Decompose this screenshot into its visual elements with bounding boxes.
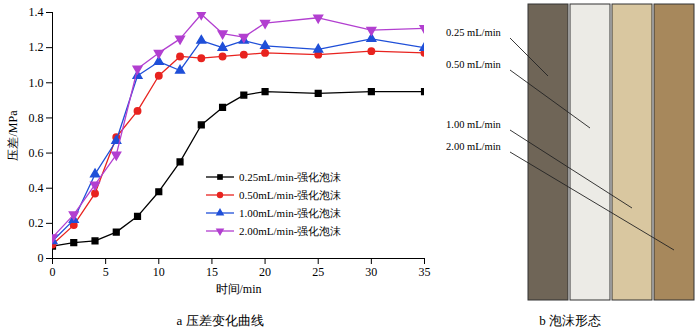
svg-text:30: 30	[365, 265, 377, 279]
svg-text:35: 35	[419, 265, 431, 279]
html-text:1.00mL/min-强化泡沫: 1.00mL/min-强化泡沫	[239, 207, 342, 219]
svg-text:10: 10	[153, 265, 165, 279]
svg-text:1.00 mL/min: 1.00 mL/min	[446, 119, 502, 130]
svg-text:0: 0	[50, 265, 56, 279]
svg-text:时间/min: 时间/min	[215, 282, 261, 296]
svg-text:0: 0	[38, 251, 44, 265]
html-text:b 泡沫形态: b 泡沫形态	[539, 313, 601, 328]
svg-text:0.6: 0.6	[29, 146, 44, 160]
svg-text:25: 25	[312, 265, 324, 279]
html-text:2.00mL/min-强化泡沫: 2.00mL/min-强化泡沫	[239, 225, 342, 237]
svg-text:0.4: 0.4	[29, 181, 44, 195]
svg-text:1.2: 1.2	[29, 40, 44, 54]
svg-text:0.2: 0.2	[29, 216, 44, 230]
svg-text:1.0: 1.0	[29, 76, 44, 90]
svg-text:0.25 mL/min: 0.25 mL/min	[446, 27, 502, 38]
svg-text:5: 5	[103, 265, 109, 279]
svg-text:15: 15	[206, 265, 218, 279]
html-text:0.50mL/min-强化泡沫: 0.50mL/min-强化泡沫	[239, 189, 342, 201]
svg-text:2.00 mL/min: 2.00 mL/min	[446, 141, 502, 152]
svg-text:1.4: 1.4	[29, 5, 44, 19]
svg-text:0.50 mL/min: 0.50 mL/min	[446, 59, 502, 70]
html-text:0.25mL/min-强化泡沫: 0.25mL/min-强化泡沫	[239, 171, 342, 183]
svg-text:压差/MPa: 压差/MPa	[6, 110, 20, 161]
svg-text:0.8: 0.8	[29, 111, 44, 125]
html-text:a 压差变化曲线: a 压差变化曲线	[176, 313, 264, 328]
svg-text:20: 20	[259, 265, 271, 279]
